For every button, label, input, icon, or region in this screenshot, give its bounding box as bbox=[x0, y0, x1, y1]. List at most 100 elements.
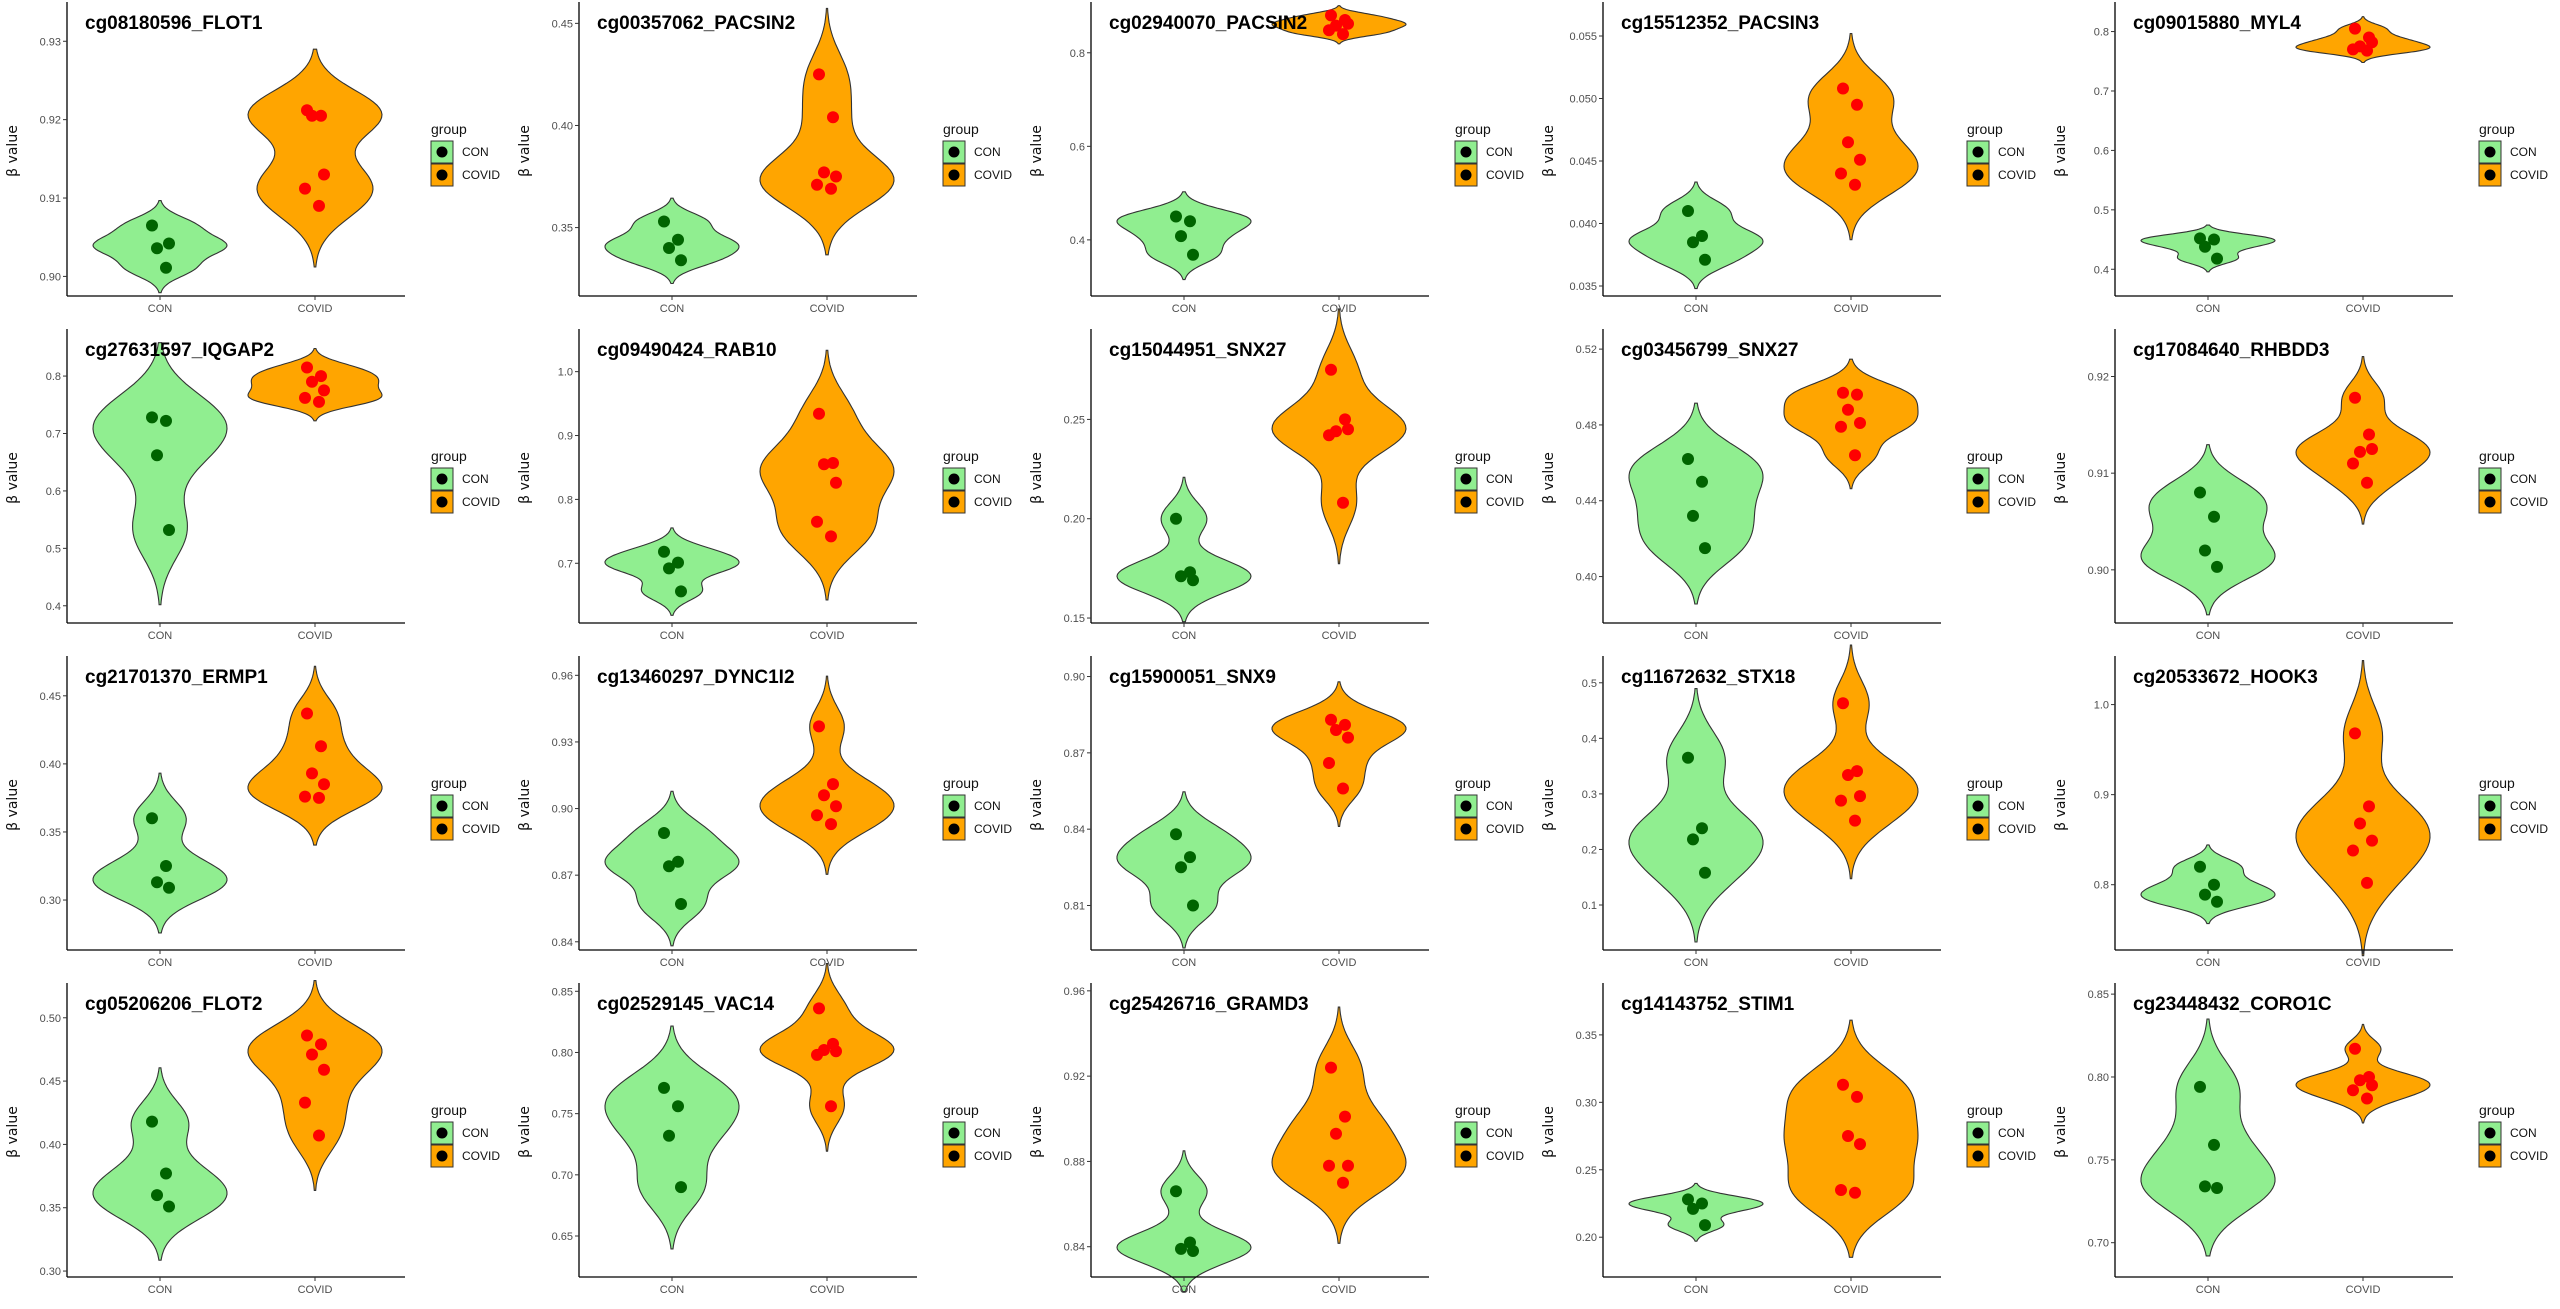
con-data-point bbox=[1699, 866, 1711, 879]
con-violin bbox=[1628, 181, 1764, 290]
violin-panel: 0.035 0.040 0.045 0.050 0.055 CON COVID β value… bbox=[1536, 0, 2048, 327]
covid-data-point bbox=[318, 168, 330, 181]
con-data-point bbox=[672, 556, 684, 569]
violin-panel: 0.90 0.91 0.92 0.93 CON COVID β value cg0818059… bbox=[0, 0, 512, 327]
legend-key-point bbox=[2484, 800, 2496, 812]
legend-label: CON bbox=[1998, 472, 2025, 486]
y-tick-label: 0.9 bbox=[558, 431, 573, 443]
y-tick-label: 0.90 bbox=[2088, 565, 2109, 577]
y-tick-label: 0.88 bbox=[1064, 1156, 1085, 1168]
y-tick-label: 0.2 bbox=[1582, 844, 1597, 856]
con-data-point bbox=[1175, 861, 1187, 874]
violin-panel: 0.81 0.84 0.87 0.90 CON COVID β value cg1590005… bbox=[1024, 654, 1536, 981]
con-data-point bbox=[146, 1115, 158, 1128]
violin-panel: 0.7 0.8 0.9 1.0 CON COVID β value cg09490424_RA… bbox=[512, 327, 1024, 654]
violin-chart-svg: 0.65 0.70 0.75 0.80 0.85 CON COVID β value cg025… bbox=[517, 962, 1012, 1296]
legend-title: group bbox=[431, 775, 467, 791]
legend-label: COVID bbox=[2510, 1149, 2548, 1163]
y-axis-label: β value bbox=[1029, 779, 1045, 831]
covid-violin bbox=[759, 962, 895, 1152]
con-data-point bbox=[1175, 230, 1187, 243]
y-tick-label: 0.85 bbox=[552, 986, 573, 998]
y-axis-label: β value bbox=[2053, 1106, 2069, 1158]
con-data-point bbox=[1682, 751, 1694, 764]
covid-data-point bbox=[1854, 1138, 1866, 1151]
con-data-point bbox=[2211, 1182, 2223, 1194]
legend-key-point bbox=[1460, 800, 1472, 812]
covid-data-point bbox=[1337, 28, 1349, 41]
covid-violin bbox=[759, 7, 895, 256]
legend-label: COVID bbox=[2510, 822, 2548, 836]
legend-title: group bbox=[1967, 1102, 2003, 1118]
covid-data-point bbox=[818, 166, 830, 179]
con-data-point bbox=[663, 562, 675, 575]
legend-key-point bbox=[436, 146, 448, 158]
con-data-point bbox=[146, 812, 158, 825]
covid-data-point bbox=[825, 1100, 837, 1113]
legend-label: COVID bbox=[2510, 168, 2548, 182]
con-data-point bbox=[160, 860, 172, 872]
chart-title: cg23448432_CORO1C bbox=[2133, 994, 2332, 1015]
y-axis-label: β value bbox=[2053, 779, 2069, 831]
con-data-point bbox=[658, 827, 670, 839]
chart-title: cg15512352_PACSIN3 bbox=[1621, 13, 1819, 34]
con-violin bbox=[92, 1067, 228, 1261]
violin-chart-svg: 0.70 0.75 0.80 0.85 CON COVID β value cg2344843… bbox=[2053, 983, 2548, 1296]
y-tick-label: 0.9 bbox=[2094, 790, 2109, 802]
con-violin bbox=[604, 197, 740, 285]
con-data-point bbox=[2208, 233, 2220, 246]
covid-violin bbox=[2295, 355, 2431, 525]
legend-key-point bbox=[948, 496, 960, 508]
y-tick-label: 0.35 bbox=[552, 223, 573, 235]
legend-label: CON bbox=[974, 799, 1001, 813]
legend-key-point bbox=[1460, 496, 1472, 508]
covid-data-point bbox=[1330, 724, 1342, 736]
legend-label: CON bbox=[462, 145, 489, 159]
covid-data-point bbox=[830, 476, 842, 489]
violin-chart-svg: 0.15 0.20 0.25 CON COVID β value cg15044951_SN… bbox=[1029, 308, 1524, 642]
x-tick-label: COVID bbox=[298, 303, 333, 315]
legend-label: COVID bbox=[974, 168, 1012, 182]
chart-title: cg27631597_IQGAP2 bbox=[85, 340, 274, 361]
con-data-point bbox=[1184, 851, 1196, 864]
covid-data-point bbox=[315, 370, 327, 383]
con-data-point bbox=[1696, 1197, 1708, 1210]
violin-chart-svg: 0.35 0.40 0.45 CON COVID β value cg00357062_PA… bbox=[517, 2, 1012, 315]
covid-violin bbox=[2295, 1023, 2431, 1124]
y-axis-label: β value bbox=[1541, 125, 1557, 177]
legend-key-point bbox=[1460, 169, 1472, 181]
y-axis-label: β value bbox=[5, 125, 21, 177]
covid-data-point bbox=[830, 800, 842, 813]
covid-violin bbox=[2295, 660, 2431, 957]
x-tick-label: CON bbox=[1172, 303, 1197, 315]
y-tick-label: 0.20 bbox=[1064, 514, 1085, 526]
legend-label: CON bbox=[1998, 145, 2025, 159]
covid-data-point bbox=[1854, 417, 1866, 429]
y-tick-label: 0.35 bbox=[40, 1203, 61, 1215]
y-tick-label: 0.25 bbox=[1064, 414, 1085, 426]
y-tick-label: 0.85 bbox=[2088, 989, 2109, 1001]
covid-data-point bbox=[2366, 1079, 2378, 1092]
covid-data-point bbox=[301, 1029, 313, 1042]
y-axis-label: β value bbox=[1541, 779, 1557, 831]
con-violin bbox=[2140, 844, 2276, 925]
y-tick-label: 1.0 bbox=[2094, 700, 2109, 712]
legend-title: group bbox=[943, 121, 979, 137]
covid-data-point bbox=[827, 457, 839, 469]
con-data-point bbox=[2194, 486, 2206, 499]
x-tick-label: COVID bbox=[2346, 957, 2381, 969]
legend-label: COVID bbox=[1998, 822, 2036, 836]
con-data-point bbox=[2208, 1138, 2220, 1151]
con-data-point bbox=[151, 449, 163, 462]
covid-data-point bbox=[1325, 1061, 1337, 1074]
con-data-point bbox=[2199, 888, 2211, 901]
con-data-point bbox=[1187, 248, 1199, 261]
x-tick-label: CON bbox=[1172, 957, 1197, 969]
y-tick-label: 0.50 bbox=[40, 1013, 61, 1025]
legend-key-point bbox=[948, 169, 960, 181]
y-tick-label: 0.045 bbox=[1569, 156, 1597, 168]
chart-title: cg08180596_FLOT1 bbox=[85, 13, 263, 34]
covid-data-point bbox=[1342, 1159, 1354, 1172]
y-tick-label: 0.4 bbox=[1070, 235, 1085, 247]
chart-title: cg20533672_HOOK3 bbox=[2133, 667, 2318, 688]
